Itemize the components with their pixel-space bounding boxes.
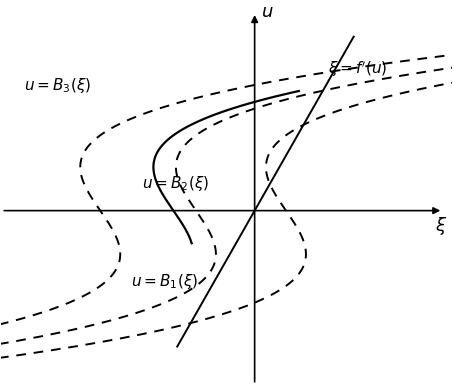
Text: $\xi$: $\xi$ [435,215,447,237]
Text: $\xi = f'(u)$: $\xi = f'(u)$ [328,59,387,79]
Text: $u$: $u$ [261,3,274,21]
Text: $u = B_1(\xi)$: $u = B_1(\xi)$ [131,272,198,291]
Text: $u = B_2(\xi)$: $u = B_2(\xi)$ [142,174,209,193]
Text: $u = B_3(\xi)$: $u = B_3(\xi)$ [24,76,91,95]
